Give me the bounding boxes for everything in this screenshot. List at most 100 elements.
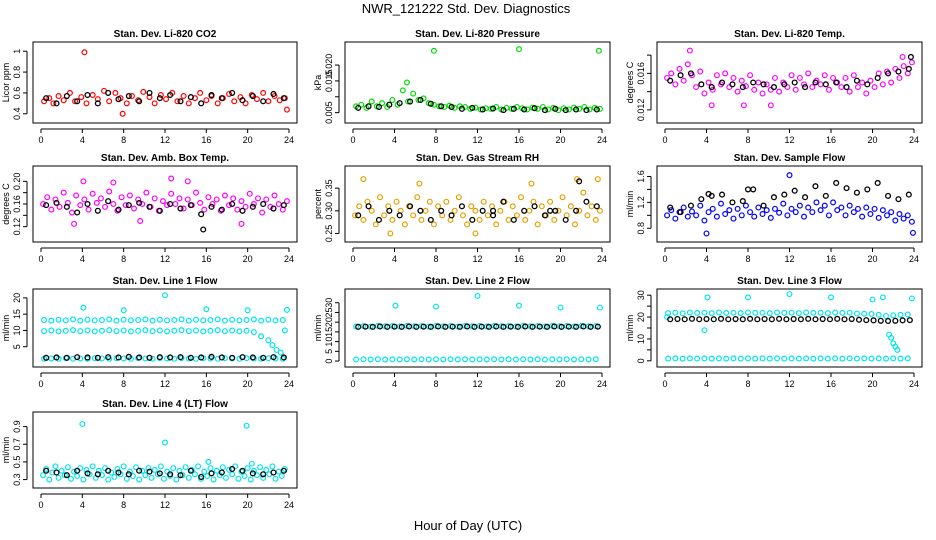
x-tick-label: 12	[784, 379, 794, 389]
data-point-main	[246, 190, 253, 197]
plot-frame	[656, 41, 923, 124]
data-point-main	[701, 327, 708, 334]
data-point-main	[368, 98, 375, 105]
data-point-main	[193, 355, 200, 362]
data-point-main	[596, 304, 603, 311]
data-point-main	[594, 176, 601, 183]
data-point-black	[167, 200, 174, 208]
data-point-main	[52, 196, 59, 203]
data-point-main	[85, 206, 92, 213]
data-point-main	[549, 356, 556, 363]
data-point-main	[127, 328, 134, 335]
data-point-main	[106, 188, 113, 195]
data-point-main	[60, 97, 67, 104]
panel-title: Stan. Dev. Amb. Box Temp.	[101, 153, 229, 164]
data-point-black	[270, 469, 277, 476]
data-point-black	[94, 471, 101, 478]
data-point-black	[167, 91, 174, 99]
data-point-main	[483, 356, 490, 363]
data-point-black	[812, 316, 819, 323]
data-point-main	[66, 89, 73, 96]
x-tick-label: 8	[433, 254, 438, 264]
data-point-main	[476, 216, 483, 223]
data-point-black	[365, 203, 372, 210]
data-point-main	[676, 65, 683, 72]
data-point-main	[796, 74, 803, 81]
data-point-main	[236, 328, 243, 335]
data-point-main	[151, 466, 158, 473]
data-point-black	[541, 212, 548, 219]
y-tick-label: 25	[324, 307, 334, 317]
data-point-main	[61, 472, 68, 479]
x-tick-label: 8	[745, 379, 750, 389]
x-tick-label: 16	[826, 379, 836, 389]
data-point-main	[771, 205, 778, 212]
data-point-main	[118, 194, 125, 201]
data-point-black	[580, 323, 587, 330]
data-point-main	[200, 328, 207, 335]
x-tick-label: 16	[201, 135, 211, 145]
data-point-black	[833, 79, 840, 86]
data-point-black	[396, 212, 403, 219]
data-point-black	[802, 194, 809, 201]
data-point-main	[693, 84, 700, 91]
data-point-main	[776, 88, 783, 95]
data-point-main	[817, 207, 824, 214]
plot-frame	[32, 288, 298, 368]
data-point-black	[593, 106, 600, 113]
data-point-black	[905, 191, 912, 198]
data-point-black	[522, 323, 529, 330]
data-point-main	[744, 355, 751, 362]
data-point-black	[362, 323, 369, 330]
x-tick-label: 12	[472, 254, 482, 264]
data-point-main	[824, 310, 831, 317]
data-point-main	[474, 292, 481, 299]
data-point-main	[853, 310, 860, 317]
data-point-black	[594, 323, 601, 330]
data-point-black	[384, 323, 391, 330]
data-point-black	[398, 323, 405, 330]
data-point-main	[484, 212, 491, 219]
data-point-black	[552, 105, 559, 112]
x-tick-label: 0	[662, 254, 667, 264]
data-point-black	[448, 103, 455, 110]
data-point-black	[198, 473, 205, 480]
data-point-main	[416, 180, 423, 187]
data-point-black	[105, 198, 112, 205]
data-points	[664, 47, 915, 109]
data-point-black	[885, 317, 892, 325]
data-point-main	[766, 355, 773, 362]
data-point-main	[396, 356, 403, 363]
data-point-main	[214, 327, 221, 334]
data-point-black	[249, 203, 256, 210]
data-point-main	[60, 189, 67, 196]
data-point-main	[801, 213, 808, 220]
x-tick-label: 0	[350, 254, 355, 264]
data-point-main	[897, 311, 904, 318]
data-point-main	[759, 211, 766, 218]
data-point-main	[120, 307, 127, 314]
data-point-black	[407, 98, 414, 105]
panel-title: Stan. Dev. Line 4 (LT) Flow	[102, 399, 228, 410]
data-point-black	[562, 107, 569, 114]
data-point-main	[425, 356, 432, 363]
data-point-black	[280, 202, 287, 209]
data-point-main	[120, 327, 127, 334]
data-point-main	[275, 468, 282, 475]
data-point-main	[140, 88, 147, 95]
data-point-main	[178, 316, 185, 323]
data-point-main	[672, 309, 679, 316]
data-point-main	[77, 355, 84, 362]
data-point-main	[44, 194, 51, 201]
data-point-main	[277, 349, 284, 356]
data-point-main	[226, 90, 233, 97]
data-point-main	[68, 209, 75, 216]
plot-frame	[32, 411, 298, 489]
data-point-black	[43, 354, 50, 361]
data-point-black	[125, 471, 132, 478]
data-point-black	[541, 107, 548, 114]
plot-frame	[32, 41, 298, 124]
data-point-main	[243, 317, 250, 324]
data-point-main	[730, 74, 737, 81]
